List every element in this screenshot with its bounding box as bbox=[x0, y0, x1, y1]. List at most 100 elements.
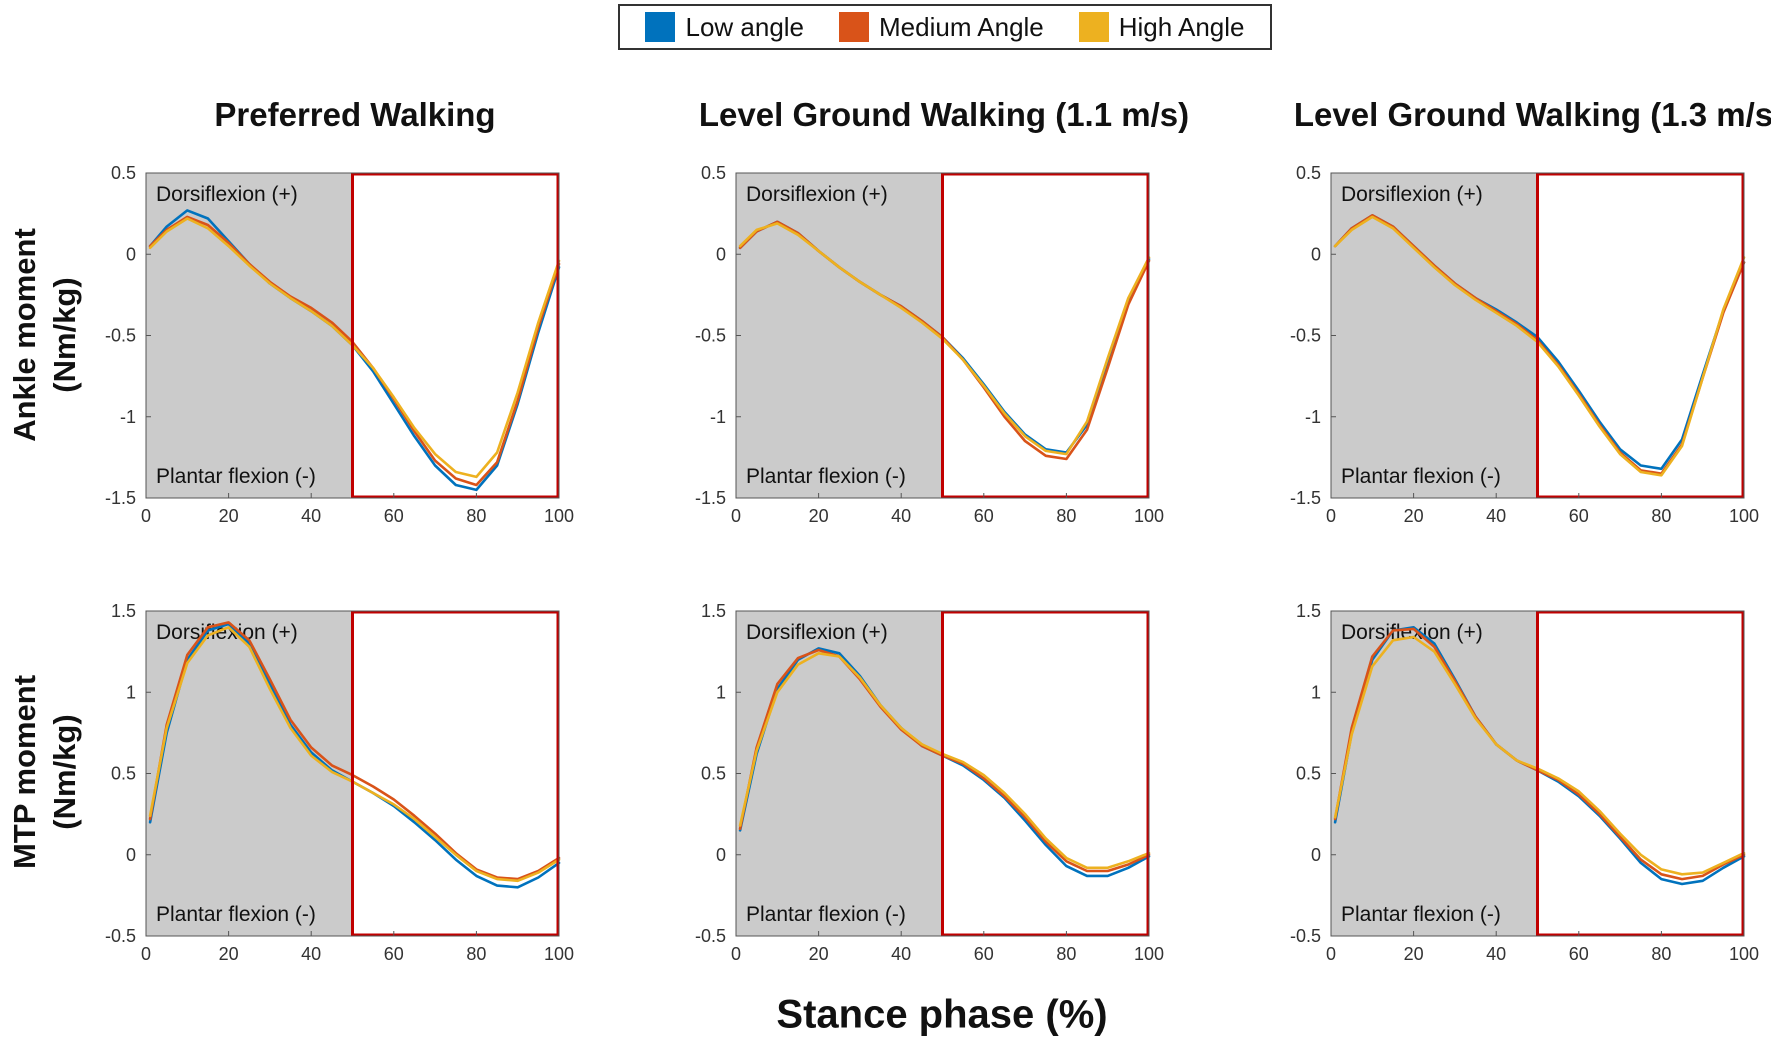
x-tick-label: 0 bbox=[1326, 944, 1336, 964]
shaded-region bbox=[146, 173, 353, 498]
x-tick-label: 100 bbox=[1134, 506, 1164, 526]
x-tick-label: 80 bbox=[466, 506, 486, 526]
legend-label-medium: Medium Angle bbox=[879, 11, 1044, 42]
legend-swatch-low bbox=[645, 12, 676, 42]
annotation-dorsiflexion: Dorsiflexion (+) bbox=[1341, 621, 1483, 644]
y-tick-label: 0 bbox=[1311, 845, 1321, 865]
annotation-plantar-flexion: Plantar flexion (-) bbox=[156, 465, 316, 488]
x-tick-label: 20 bbox=[809, 944, 829, 964]
highlight-box bbox=[941, 172, 1150, 499]
x-axis-label: Stance phase (%) bbox=[776, 992, 1108, 1037]
y-tick-label: 1.5 bbox=[1296, 601, 1321, 621]
y-tick-label: 1.5 bbox=[111, 601, 136, 621]
x-tick-label: 100 bbox=[544, 944, 574, 964]
y-tick-label: 0.5 bbox=[1296, 764, 1321, 784]
annotation-plantar-flexion: Plantar flexion (-) bbox=[746, 465, 906, 488]
highlight-box bbox=[1536, 172, 1745, 499]
y-tick-label: -0.5 bbox=[105, 326, 136, 346]
x-tick-label: 80 bbox=[1056, 506, 1076, 526]
y-tick-label: 0.5 bbox=[701, 163, 726, 183]
annotation-dorsiflexion: Dorsiflexion (+) bbox=[746, 621, 888, 644]
panel-ankle-preferred: Dorsiflexion (+)Plantar flexion (-)0 20 40… bbox=[105, 163, 574, 526]
y-tick-label: 0 bbox=[126, 845, 136, 865]
y-tick-label: 1 bbox=[1311, 682, 1321, 702]
x-tick-label: 80 bbox=[1056, 944, 1076, 964]
legend-entry-high: High Angle bbox=[1078, 12, 1245, 43]
x-tick-label: 60 bbox=[1569, 944, 1589, 964]
x-tick-label: 0 bbox=[731, 506, 741, 526]
x-tick-label: 40 bbox=[301, 506, 321, 526]
x-tick-label: 40 bbox=[1486, 944, 1506, 964]
x-tick-label: 100 bbox=[1134, 944, 1164, 964]
y-tick-label: -1.5 bbox=[695, 488, 726, 508]
legend-swatch-high bbox=[1078, 12, 1109, 42]
y-tick-label: 0.5 bbox=[111, 163, 136, 183]
x-tick-label: 20 bbox=[809, 506, 829, 526]
y-tick-label: 1.5 bbox=[701, 601, 726, 621]
shaded-region bbox=[146, 611, 353, 936]
panel-mtp-1.3: Dorsiflexion (+)Plantar flexion (-)0 20 40… bbox=[1290, 601, 1759, 964]
shaded-region bbox=[1331, 173, 1538, 498]
highlight-box bbox=[941, 610, 1150, 937]
annotation-plantar-flexion: Plantar flexion (-) bbox=[156, 903, 316, 926]
x-tick-label: 0 bbox=[731, 944, 741, 964]
column-title-1.3: Level Ground Walking (1.3 m/s) bbox=[1293, 96, 1771, 133]
panel-mtp-1.1: Dorsiflexion (+)Plantar flexion (-)0 20 40… bbox=[695, 601, 1164, 964]
x-tick-label: 40 bbox=[301, 944, 321, 964]
annotation-plantar-flexion: Plantar flexion (-) bbox=[1341, 903, 1501, 926]
y-tick-label: 0.5 bbox=[1296, 163, 1321, 183]
y-tick-label: 0 bbox=[126, 244, 136, 264]
y-tick-label: -0.5 bbox=[695, 326, 726, 346]
x-tick-label: 60 bbox=[974, 506, 994, 526]
y-tick-label: 0 bbox=[716, 244, 726, 264]
shaded-region bbox=[736, 611, 943, 936]
highlight-box bbox=[351, 610, 560, 937]
column-title-1.1: Level Ground Walking (1.1 m/s) bbox=[698, 96, 1190, 133]
y-tick-label: -0.5 bbox=[1290, 926, 1321, 946]
x-tick-label: 0 bbox=[141, 944, 151, 964]
legend-swatch-medium bbox=[839, 12, 869, 42]
y-tick-label: 0 bbox=[716, 845, 726, 865]
x-tick-label: 20 bbox=[219, 944, 239, 964]
y-tick-label: -1.5 bbox=[105, 488, 136, 508]
x-tick-label: 80 bbox=[1651, 506, 1671, 526]
annotation-plantar-flexion: Plantar flexion (-) bbox=[746, 903, 906, 926]
x-tick-label: 80 bbox=[466, 944, 486, 964]
y-tick-label: -0.5 bbox=[695, 926, 726, 946]
legend-entry-medium: Medium Angle bbox=[839, 12, 1044, 43]
y-tick-label: 1 bbox=[716, 682, 726, 702]
highlight-box bbox=[1536, 610, 1745, 937]
y-tick-label: 0.5 bbox=[111, 764, 136, 784]
y-tick-label: 0 bbox=[1311, 244, 1321, 264]
y-tick-label: 1 bbox=[126, 682, 136, 702]
x-tick-label: 100 bbox=[1729, 506, 1759, 526]
y-tick-label: -1 bbox=[710, 407, 726, 427]
panel-ankle-1.3: Dorsiflexion (+)Plantar flexion (-)0 20 40… bbox=[1290, 163, 1759, 526]
annotation-dorsiflexion: Dorsiflexion (+) bbox=[156, 183, 298, 206]
x-tick-label: 40 bbox=[891, 506, 911, 526]
y-tick-label: -1 bbox=[1305, 407, 1321, 427]
y-tick-label: -0.5 bbox=[1290, 326, 1321, 346]
shaded-region bbox=[1331, 611, 1538, 936]
y-tick-label: 0.5 bbox=[701, 764, 726, 784]
x-tick-label: 100 bbox=[1729, 944, 1759, 964]
x-tick-label: 20 bbox=[1404, 944, 1424, 964]
x-tick-label: 40 bbox=[1486, 506, 1506, 526]
panel-ankle-1.1: Dorsiflexion (+)Plantar flexion (-)0 20 40… bbox=[695, 163, 1164, 526]
annotation-dorsiflexion: Dorsiflexion (+) bbox=[1341, 183, 1483, 206]
x-tick-label: 0 bbox=[1326, 506, 1336, 526]
panel-mtp-preferred: Dorsiflexion (+)Plantar flexion (-)0 20 40… bbox=[105, 601, 574, 964]
shaded-region bbox=[736, 173, 943, 498]
y-tick-label: -1.5 bbox=[1290, 488, 1321, 508]
annotation-dorsiflexion: Dorsiflexion (+) bbox=[746, 183, 888, 206]
y-tick-label: -1 bbox=[120, 407, 136, 427]
legend-entry-low: Low angle bbox=[645, 12, 804, 43]
annotation-dorsiflexion: Dorsiflexion (+) bbox=[156, 621, 298, 644]
x-tick-label: 0 bbox=[141, 506, 151, 526]
x-tick-label: 80 bbox=[1651, 944, 1671, 964]
x-tick-label: 60 bbox=[1569, 506, 1589, 526]
x-tick-label: 100 bbox=[544, 506, 574, 526]
x-tick-label: 40 bbox=[891, 944, 911, 964]
